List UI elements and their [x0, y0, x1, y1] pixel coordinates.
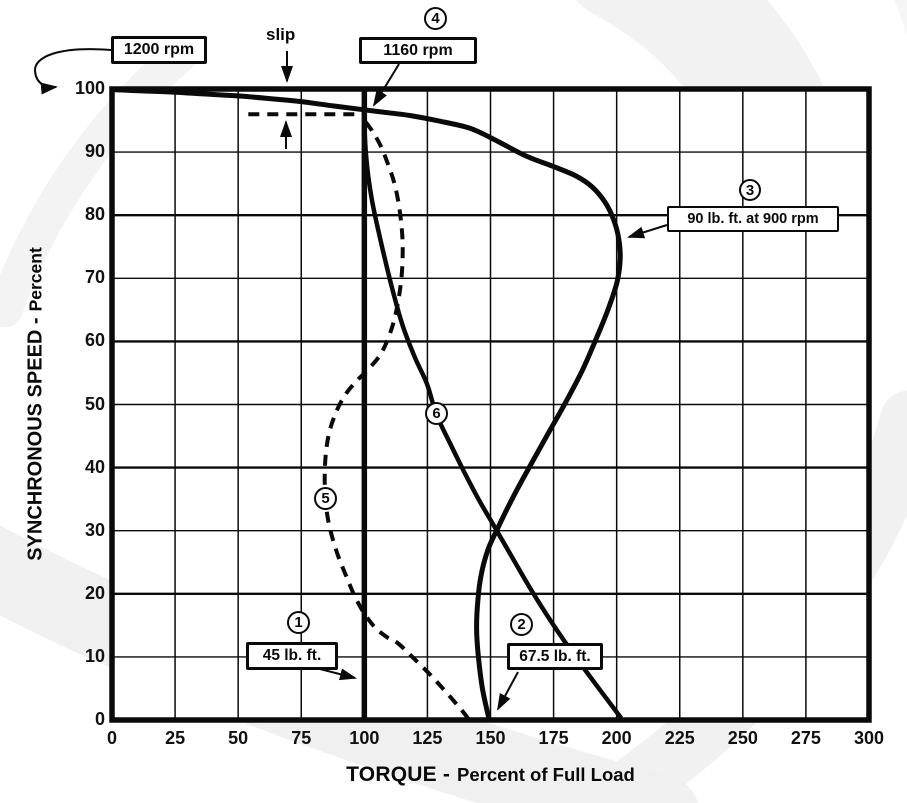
- arrow-full-load: [319, 668, 357, 681]
- arrow-1200rpm-loop: [33, 48, 112, 95]
- callout-arrows: [33, 48, 668, 711]
- plot-frame: [109, 86, 872, 723]
- arrow-starting: [497, 671, 519, 711]
- speed-torque-curve: [111, 87, 623, 721]
- plot-border: [109, 86, 872, 723]
- arrow-breakdown: [627, 224, 668, 239]
- arrow-1160rpm: [372, 63, 400, 107]
- curve-5-dashed: [322, 120, 471, 722]
